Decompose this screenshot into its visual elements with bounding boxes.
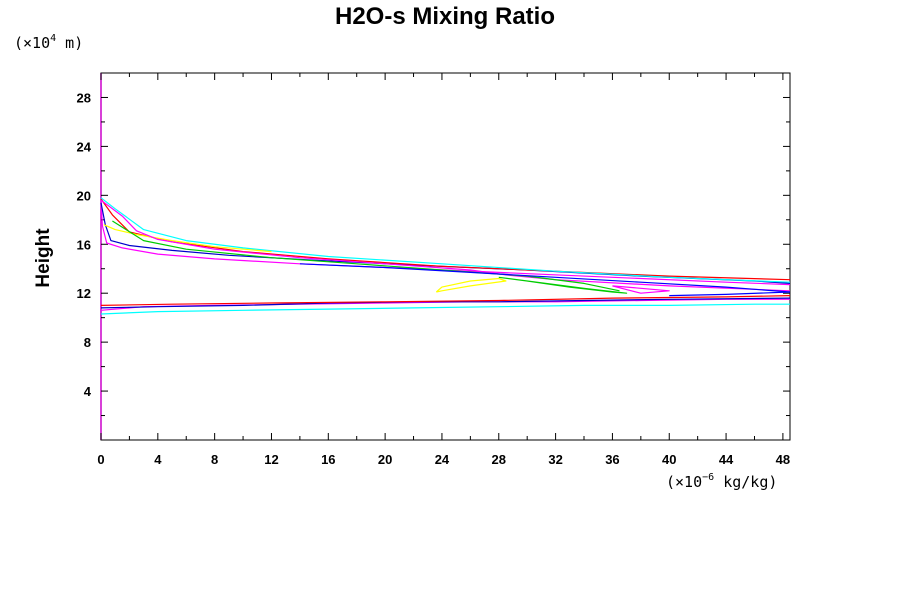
y-tick-label: 4 <box>84 384 92 399</box>
x-tick-label: 20 <box>378 452 392 467</box>
series-line-4 <box>100 197 791 283</box>
y-tick-label: 16 <box>77 237 91 252</box>
series-layer <box>100 197 791 315</box>
x-tick-label: 16 <box>321 452 335 467</box>
series-line-9 <box>435 277 507 293</box>
series-line-12 <box>100 303 790 315</box>
plot-frame <box>100 72 791 441</box>
x-tick-label: 36 <box>605 452 619 467</box>
series-line-1 <box>100 200 791 286</box>
series-line-11 <box>612 285 670 294</box>
series-line-14 <box>100 297 791 309</box>
x-tick-label: 8 <box>211 452 218 467</box>
y-tick-label: 28 <box>77 90 91 105</box>
x-tick-label: 48 <box>776 452 790 467</box>
series-line-15 <box>100 295 791 306</box>
x-tick-label: 32 <box>548 452 562 467</box>
y-tick-label: 24 <box>77 139 92 154</box>
x-tick-label: 12 <box>264 452 278 467</box>
y-axis-unit: (×104 m) <box>14 33 83 52</box>
series-line-8 <box>299 263 791 293</box>
x-tick-label: 28 <box>492 452 506 467</box>
series-line-16 <box>669 291 791 297</box>
y-tick-label: 20 <box>77 188 91 203</box>
x-tick-label: 4 <box>154 452 162 467</box>
series-line-10 <box>498 276 628 294</box>
y-tick-label: 12 <box>77 286 91 301</box>
x-tick-label: 24 <box>435 452 450 467</box>
y-axis-label: Height <box>33 228 54 288</box>
x-tick-label: 44 <box>719 452 734 467</box>
x-tick-label: 0 <box>97 452 104 467</box>
y-tick-label: 8 <box>84 335 91 350</box>
series-line-6 <box>100 199 791 292</box>
series-line-5 <box>103 224 272 253</box>
x-axis-unit: (×10−6 kg/kg) <box>666 472 777 491</box>
x-tick-label: 40 <box>662 452 676 467</box>
chart-title: H2O-s Mixing Ratio <box>335 3 555 30</box>
series-line-7 <box>112 220 620 292</box>
